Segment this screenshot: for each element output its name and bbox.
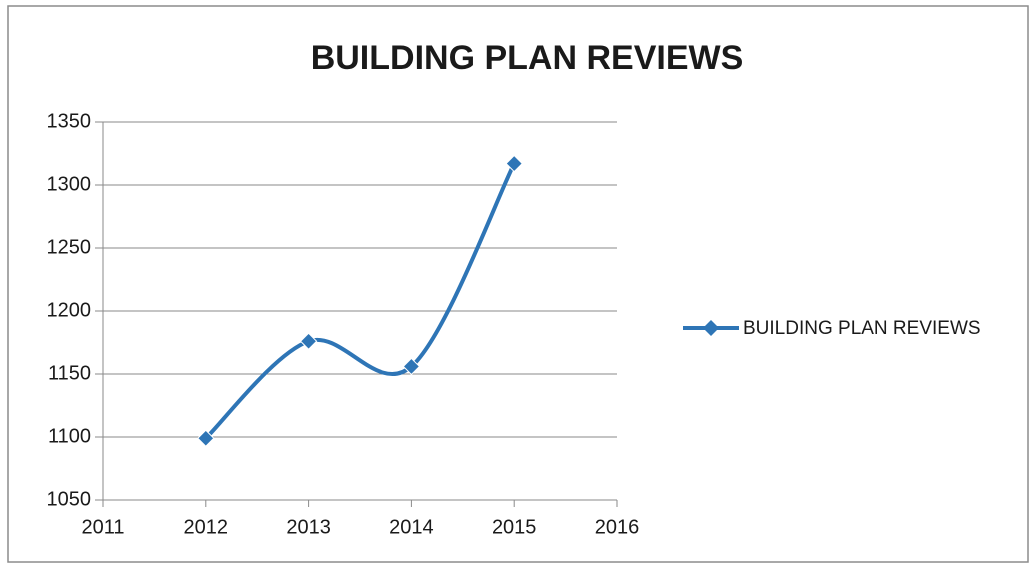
legend-marker — [703, 320, 719, 336]
data-point — [197, 429, 215, 447]
y-tick-label: 1100 — [48, 425, 91, 447]
y-tick-label: 1300 — [47, 173, 92, 195]
data-point — [402, 357, 421, 376]
x-tick-label: 2016 — [595, 516, 640, 538]
x-tick-label: 2011 — [81, 516, 124, 538]
chart-frame — [7, 5, 1029, 563]
y-tick-label: 1150 — [48, 362, 91, 384]
x-tick-label: 2013 — [286, 516, 331, 538]
legend-label: BUILDING PLAN REVIEWS — [743, 318, 981, 339]
x-tick-label: 2012 — [184, 516, 229, 538]
data-point — [299, 332, 318, 350]
data-point — [505, 154, 523, 173]
chart-title: BUILDING PLAN REVIEWS — [311, 39, 744, 77]
y-tick-label: 1350 — [47, 110, 92, 132]
x-tick-label: 2015 — [492, 516, 537, 538]
x-tick-label: 2014 — [389, 516, 434, 538]
series-line — [203, 161, 517, 441]
y-tick-label: 1250 — [47, 236, 92, 258]
y-tick-label: 1050 — [47, 488, 92, 510]
y-tick-label: 1200 — [47, 299, 92, 321]
